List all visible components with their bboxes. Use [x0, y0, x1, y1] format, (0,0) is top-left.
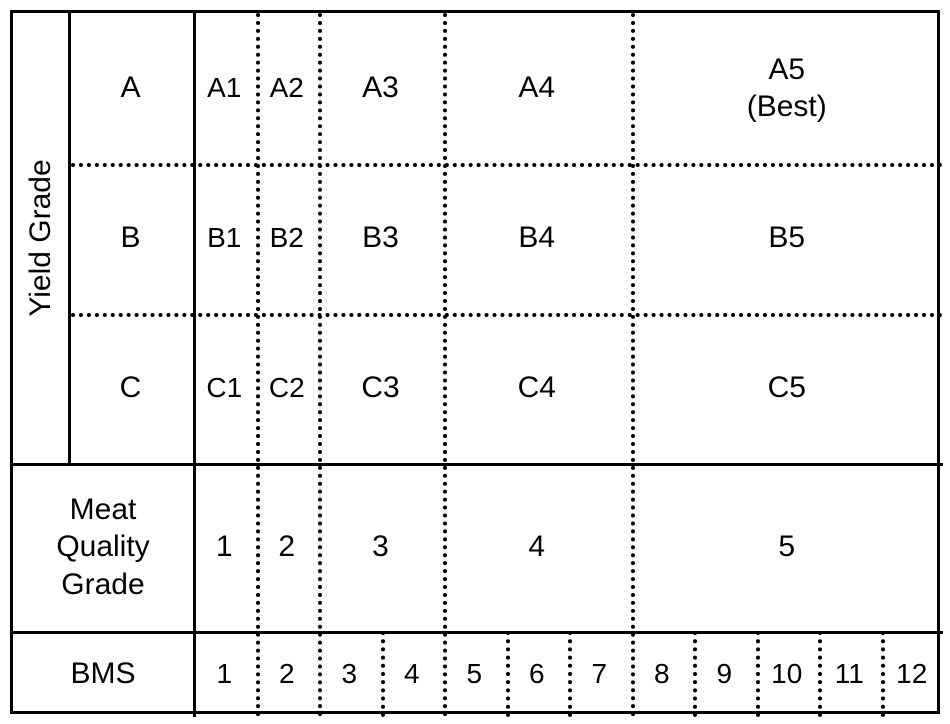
- bms-cell-5: 5: [443, 631, 506, 717]
- grade-cell-a3: A3: [318, 13, 443, 163]
- yield-axis-label: Yield Grade: [24, 159, 58, 316]
- grade-cell-b1: B1: [193, 163, 256, 313]
- grade-cell-c2: C2: [256, 313, 319, 463]
- bms-cell-3: 3: [318, 631, 381, 717]
- grade-cell-c3: C3: [318, 313, 443, 463]
- bms-cell-10: 10: [756, 631, 819, 717]
- grade-cell-b5: B5: [631, 163, 944, 313]
- grade-cell-b4: B4: [443, 163, 631, 313]
- row-label-c: C: [68, 313, 193, 463]
- grade-cell-b3: B3: [318, 163, 443, 313]
- bms-cell-9: 9: [693, 631, 756, 717]
- mq-cell-4: 4: [443, 463, 631, 631]
- bms-label: BMS: [13, 631, 193, 717]
- grading-table: Yield Grade A B C A1 A2 A3 A4: [0, 0, 950, 724]
- bms-cell-2: 2: [256, 631, 319, 717]
- mq-cell-2: 2: [256, 463, 319, 631]
- grade-cell-b2: B2: [256, 163, 319, 313]
- bms-cell-4: 4: [381, 631, 444, 717]
- grade-cell-a1: A1: [193, 13, 256, 163]
- grade-cell-a4: A4: [443, 13, 631, 163]
- bms-cell-8: 8: [631, 631, 694, 717]
- grade-cell-c1: C1: [193, 313, 256, 463]
- bms-cell-11: 11: [818, 631, 881, 717]
- grade-cell-a5: A5 (Best): [631, 13, 944, 163]
- bms-cell-7: 7: [568, 631, 631, 717]
- grade-cell-c5: C5: [631, 313, 944, 463]
- yield-axis-label-container: Yield Grade: [13, 13, 68, 463]
- bms-cell-12: 12: [881, 631, 944, 717]
- grade-cell-c4: C4: [443, 313, 631, 463]
- mq-cell-1: 1: [193, 463, 256, 631]
- bms-cell-6: 6: [506, 631, 569, 717]
- table-outer: Yield Grade A B C A1 A2 A3 A4: [10, 10, 940, 714]
- row-label-b: B: [68, 163, 193, 313]
- mq-label: Meat Quality Grade: [13, 463, 193, 631]
- row-label-a: A: [68, 13, 193, 163]
- mq-cell-3: 3: [318, 463, 443, 631]
- bms-cell-1: 1: [193, 631, 256, 717]
- mq-cell-5: 5: [631, 463, 944, 631]
- grade-cell-a2: A2: [256, 13, 319, 163]
